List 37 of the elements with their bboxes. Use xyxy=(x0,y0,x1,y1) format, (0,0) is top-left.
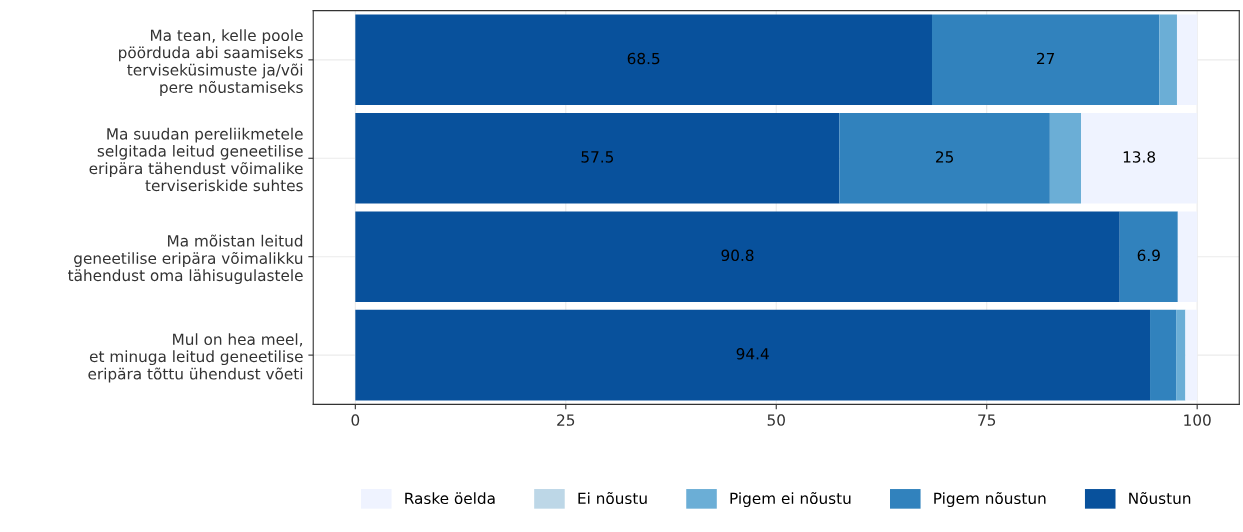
data-label: 57.5 xyxy=(581,151,614,163)
bar xyxy=(1159,14,1177,106)
bar xyxy=(355,211,1120,302)
bar xyxy=(1176,14,1198,106)
data-label: 13.8 xyxy=(1123,151,1156,163)
legend-label: Raske öelda xyxy=(405,492,495,505)
bar xyxy=(1185,309,1198,401)
y-tick-label: Ma mõistan leitud geneetilise eripära võimalikku tähendust oma lähisugulastele xyxy=(68,234,303,285)
bar xyxy=(1049,113,1081,204)
bar xyxy=(355,113,840,204)
bar xyxy=(1177,211,1198,302)
data-label: 90.8 xyxy=(721,249,754,262)
bar xyxy=(355,309,1151,401)
bar xyxy=(839,113,1050,204)
data-label: 27 xyxy=(1037,52,1055,65)
legend-label: Nõustun xyxy=(1129,491,1191,505)
y-tick-label: Mul on hea meel, et minuga leitud geneetilise eripära tõttu ühendust võeti xyxy=(88,333,303,383)
x-tick-label: 0 xyxy=(351,414,360,426)
y-tick-label: Ma tean, kelle poole pöörduda abi saamiseks terviseküsimuste ja/või pere nõustamiseks xyxy=(119,29,303,96)
x-tick-label: 75 xyxy=(978,414,996,426)
data-label: 25 xyxy=(936,151,954,163)
x-tick-label: 25 xyxy=(557,414,575,426)
bar xyxy=(355,14,932,106)
x-tick-label: 100 xyxy=(1184,414,1211,426)
bar xyxy=(932,14,1160,106)
bar xyxy=(1119,211,1178,302)
legend-label: Pigem nõustun xyxy=(934,491,1046,508)
data-label: 94.4 xyxy=(736,347,769,360)
data-label: 6.9 xyxy=(1137,249,1160,262)
data-label: 68.5 xyxy=(627,52,660,65)
legend-label: Ei nõustu xyxy=(578,491,647,505)
x-tick-label: 50 xyxy=(767,414,785,426)
bar xyxy=(1150,309,1177,401)
legend-label: Pigem ei nõustu xyxy=(730,491,851,508)
bar xyxy=(1081,113,1198,204)
bar xyxy=(1176,309,1186,401)
y-tick-label: Ma suudan pereliikmetele selgitada leitud geneetilise eripära tähendust võimalike terviseriskide suhtes xyxy=(89,127,303,192)
